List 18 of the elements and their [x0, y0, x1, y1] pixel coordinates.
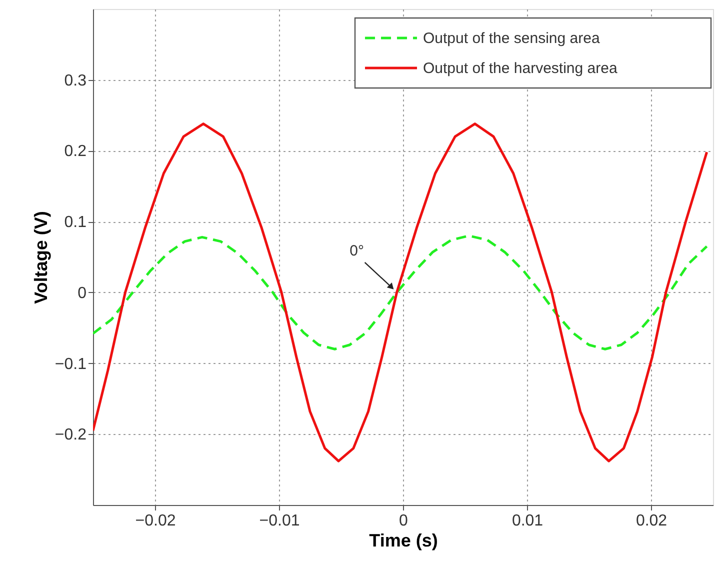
y-tick-label: 0.2 — [64, 143, 87, 160]
legend-label: Output of the sensing area — [423, 30, 600, 47]
line-series — [93, 234, 708, 350]
legend-label: Output of the harvesting area — [423, 60, 618, 77]
annotation: 0° — [350, 242, 364, 260]
y-axis-title: Voltage (V) — [30, 211, 51, 304]
x-tick-label: 0.02 — [636, 512, 668, 530]
y-tick-label: −0.2 — [54, 426, 87, 444]
y-tick-label: 0 — [78, 284, 87, 302]
y-tick-label: 0.3 — [64, 72, 87, 90]
line-series — [93, 122, 708, 462]
x-tick-label: 0.01 — [512, 512, 544, 530]
x-tick-label: −0.02 — [135, 512, 176, 530]
x-axis-title: Time (s) — [369, 530, 438, 550]
x-tick-label: 0 — [399, 512, 408, 530]
y-tick-label: 0.1 — [64, 214, 87, 232]
y-tick-label: −0.1 — [54, 356, 87, 373]
x-tick-label: −0.01 — [259, 512, 300, 530]
